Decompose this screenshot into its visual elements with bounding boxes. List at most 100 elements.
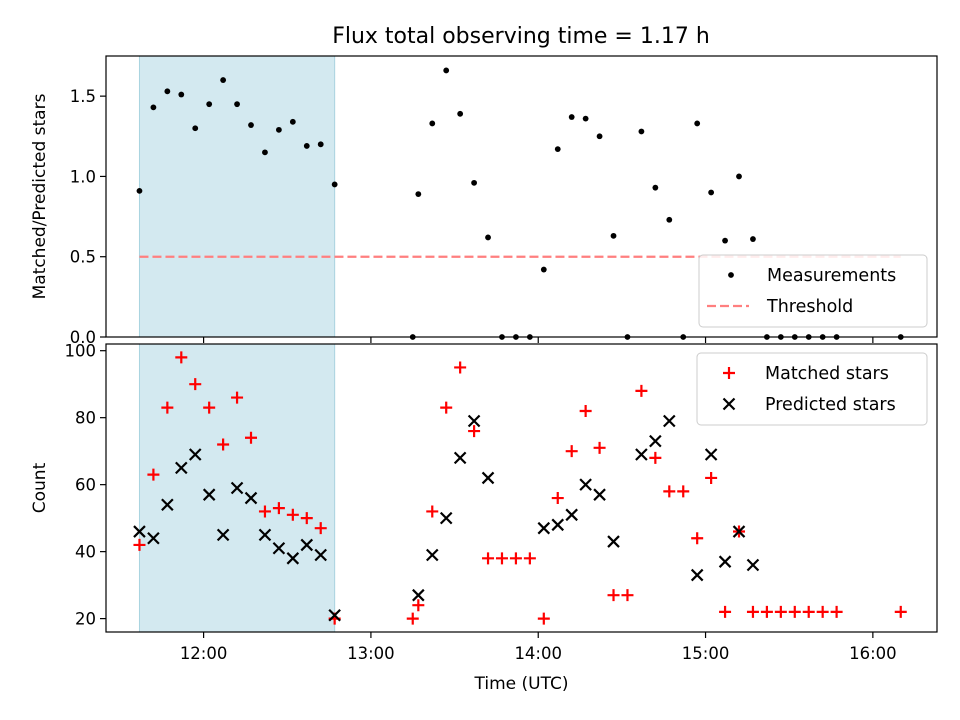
chart-title: Flux total observing time = 1.17 h	[332, 24, 710, 49]
matched-stars-point	[607, 589, 620, 602]
ratio-y-tick-label: 1.0	[70, 167, 96, 186]
matched-stars-point	[406, 612, 419, 625]
matched-stars-point	[454, 361, 467, 374]
matched-stars-point	[691, 532, 704, 545]
measurements-point	[568, 114, 575, 120]
count-axes-frame	[105, 343, 938, 633]
matched-stars-point	[133, 538, 146, 551]
matched-stars-point	[286, 508, 299, 521]
predicted-stars-point	[425, 548, 439, 562]
ratio-legend-box	[698, 254, 928, 328]
measurements-point	[457, 110, 464, 117]
predicted-stars-point	[147, 531, 160, 545]
legend-marker	[723, 367, 735, 379]
matched-stars-point	[300, 512, 313, 525]
measurements-point	[234, 101, 240, 108]
predicted-stars-point	[314, 548, 327, 562]
measurements-point	[192, 125, 199, 132]
ratio-panel: 0.0 0.5 1.0 1.5 Matched/Predicted stars Mea…	[30, 55, 938, 347]
matched-stars-point	[774, 605, 787, 618]
count-y-tick-label: 20	[75, 610, 96, 629]
legend-marker	[722, 397, 736, 411]
matched-stars-point	[495, 552, 508, 565]
measurements-point	[582, 115, 589, 122]
measurements-point	[694, 120, 701, 127]
matched-stars-point	[551, 492, 564, 505]
count-y-axis-label: Count	[30, 462, 50, 513]
measurements-point	[415, 191, 422, 197]
measurements-point	[722, 237, 728, 244]
count-legend-box	[696, 352, 928, 426]
predicted-stars-point	[537, 521, 551, 535]
matched-stars-point	[245, 431, 258, 444]
count-x-tick-label: 15:00	[682, 644, 730, 663]
count-x-axis-label: Time (UTC)	[474, 674, 569, 694]
measurements-point	[708, 189, 715, 196]
measurements-point	[596, 133, 603, 140]
matched-stars-point	[509, 552, 522, 565]
matched-stars-point	[579, 404, 592, 417]
legend-marker	[728, 272, 734, 278]
predicted-stars-point	[607, 535, 620, 548]
matched-stars-point	[523, 552, 536, 565]
matched-stars-point	[147, 468, 160, 481]
count-panel: 20 40 60 80 100 12:00 13:00 14:00 15:00 16:00 Co…	[30, 342, 938, 694]
predicted-stars-point	[551, 518, 565, 532]
predicted-stars-point	[412, 588, 425, 602]
measurements-point	[262, 149, 268, 156]
count-x-tick-label: 13:00	[347, 644, 395, 663]
measurements-point	[248, 122, 254, 128]
predicted-stars-point	[272, 542, 286, 555]
matched-stars-point	[217, 438, 230, 451]
measurements-point	[275, 126, 282, 133]
predicted-stars-point	[328, 608, 341, 622]
count-x-tick-label: 12:00	[180, 644, 228, 663]
measurements-point	[289, 118, 296, 125]
matched-stars-point	[677, 485, 690, 498]
matched-stars-point	[272, 502, 285, 515]
matched-stars-point	[537, 612, 550, 625]
predicted-stars-point	[175, 461, 188, 475]
matched-stars-point	[663, 485, 676, 498]
measurements-point	[429, 120, 436, 127]
measurements-point	[164, 88, 171, 95]
measurements-point	[303, 143, 310, 149]
matched-stars-point	[412, 599, 425, 612]
count-y-tick-label: 100	[65, 342, 97, 361]
predicted-stars-point	[690, 568, 704, 582]
matched-stars-point	[894, 605, 907, 618]
measurements-point	[150, 104, 157, 111]
matched-stars-point	[649, 451, 662, 464]
predicted-stars-point	[704, 448, 718, 461]
predicted-stars-point	[286, 552, 300, 565]
legend-label: Threshold	[766, 297, 853, 317]
count-y-tick-label: 40	[75, 543, 96, 562]
measurements-point	[485, 234, 491, 241]
matched-stars-point	[788, 605, 801, 618]
ratio-shaded-interval	[138, 55, 336, 338]
predicted-stars-point	[258, 528, 272, 542]
measurements-point	[554, 146, 561, 153]
measurements-point	[638, 128, 645, 135]
predicted-stars-point	[746, 558, 760, 572]
measurements-point	[206, 101, 213, 108]
count-x-tick-label: 16:00	[849, 644, 897, 663]
predicted-stars-point	[202, 488, 216, 501]
predicted-stars-point	[593, 488, 606, 501]
predicted-stars-point	[300, 538, 314, 552]
matched-stars-point	[802, 605, 815, 618]
matched-stars-point	[816, 605, 829, 618]
matched-stars-point	[258, 505, 271, 518]
predicted-stars-point	[635, 448, 648, 461]
measurements-point	[750, 236, 756, 242]
predicted-stars-point	[579, 478, 592, 491]
measurements-point	[331, 181, 338, 188]
measurements-point	[178, 91, 185, 98]
legend-label: Measurements	[767, 266, 896, 286]
predicted-stars-point	[663, 414, 676, 428]
matched-stars-point	[203, 401, 216, 414]
matched-stars-point	[426, 505, 439, 518]
matched-stars-point	[565, 445, 578, 458]
predicted-stars-point	[216, 528, 230, 542]
